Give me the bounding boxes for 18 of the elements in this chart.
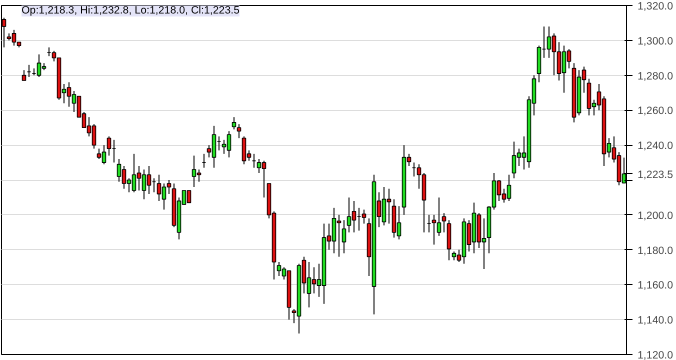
y-tick-label: 1,140.0	[638, 314, 674, 327]
candlestick	[236, 124, 242, 139]
y-tick-label: 1,223.5	[638, 168, 674, 181]
y-tick-label: 1,200.0	[638, 210, 674, 222]
candlestick	[232, 116, 236, 130]
candlestick	[342, 220, 346, 254]
y-tick-label: 1,260.0	[638, 105, 674, 118]
y-tick-label: 1,120.0	[638, 350, 674, 360]
y-tick-label: 1,180.0	[638, 244, 674, 257]
annotation: Op:1,218.3, Hi:1,232.8, Lo:1,218.0, Cl:1,223.5	[22, 4, 240, 16]
candlestick	[362, 209, 366, 224]
y-tick-label: 1,320.0	[638, 0, 674, 12]
y-tick-label: 1,300.0	[638, 35, 674, 48]
y-tick-label: 1,280.0	[638, 70, 674, 82]
candlestick	[22, 70, 26, 82]
y-tick-label: 1,240.0	[638, 140, 674, 152]
candlestick	[442, 212, 446, 233]
y-tick-label: 1,160.0	[638, 280, 674, 292]
